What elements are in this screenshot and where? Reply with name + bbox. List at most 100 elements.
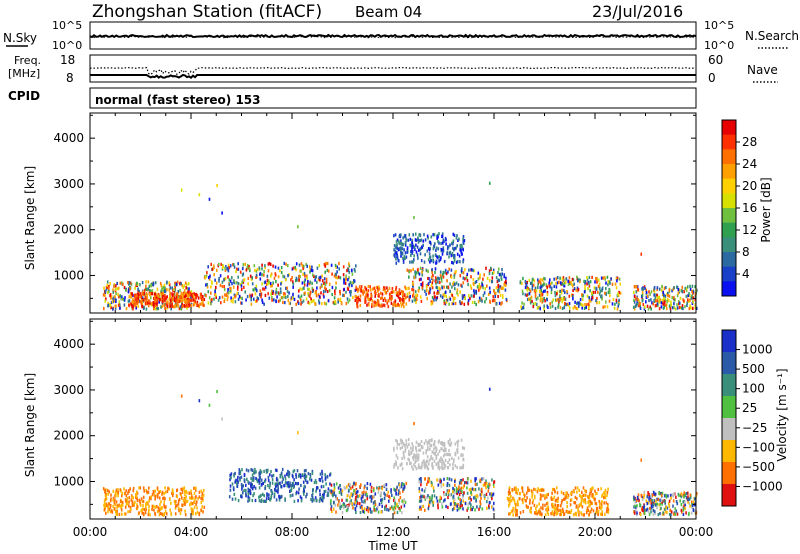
power-cell xyxy=(339,292,341,296)
velocity-cell xyxy=(345,509,348,513)
power-cell xyxy=(642,303,645,307)
power-cell xyxy=(263,269,265,274)
velocity-cell xyxy=(653,499,656,503)
power-cell xyxy=(650,290,653,294)
power-cell xyxy=(150,296,152,300)
velocity-cell xyxy=(449,463,451,467)
velocity-cell xyxy=(377,510,380,514)
velocity-cell xyxy=(417,453,420,457)
velocity-cell xyxy=(642,496,644,500)
velocity-cell xyxy=(645,499,648,503)
velocity-cell xyxy=(263,494,265,498)
power-cell xyxy=(191,295,194,299)
velocity-cell xyxy=(440,479,442,483)
power-cell xyxy=(575,288,578,292)
power-cell xyxy=(165,301,168,305)
power-colorbar-tick-label: 24 xyxy=(742,157,757,171)
velocity-cell xyxy=(200,497,202,501)
velocity-colorbar-tick-label: 100 xyxy=(742,382,765,396)
velocity-cell xyxy=(403,485,406,489)
power-cell xyxy=(147,287,150,291)
power-cell xyxy=(297,294,300,298)
power-cell xyxy=(610,277,612,281)
power-cell xyxy=(208,296,211,300)
power-cell xyxy=(256,296,259,300)
velocity-cell xyxy=(556,505,559,509)
power-cell xyxy=(172,293,175,297)
velocity-cell xyxy=(284,481,287,485)
power-cell xyxy=(213,273,215,277)
power-cell xyxy=(132,305,134,309)
velocity-cell xyxy=(388,499,390,503)
power-cell xyxy=(369,285,371,289)
power-cell xyxy=(358,285,361,289)
power-cell xyxy=(438,241,440,245)
velocity-cell xyxy=(402,482,404,486)
power-cell xyxy=(646,294,649,298)
power-cell xyxy=(408,233,411,237)
velocity-cell xyxy=(491,493,494,497)
power-cell xyxy=(309,270,311,274)
power-cell xyxy=(395,257,397,261)
power-cell xyxy=(669,306,672,310)
velocity-cell xyxy=(656,506,658,510)
velocity-cell xyxy=(688,501,691,506)
power-cell xyxy=(180,299,183,303)
power-cell xyxy=(125,288,127,293)
power-cell xyxy=(405,255,408,259)
power-cell xyxy=(402,302,404,306)
velocity-cell xyxy=(258,481,261,485)
power-cell xyxy=(133,299,135,303)
velocity-cell xyxy=(600,487,602,491)
velocity-cell xyxy=(556,511,559,515)
power-cell xyxy=(166,288,168,292)
power-cell xyxy=(301,287,303,291)
power-cell xyxy=(535,302,538,306)
power-cell xyxy=(368,303,370,307)
velocity-cell xyxy=(181,496,183,500)
velocity-cell xyxy=(190,491,192,495)
velocity-cell xyxy=(271,474,273,478)
power-cell xyxy=(567,282,570,286)
power-cell xyxy=(108,286,110,290)
power-cell xyxy=(426,285,428,289)
velocity-cell xyxy=(492,507,495,511)
power-cell xyxy=(356,304,358,308)
power-cell xyxy=(686,287,688,291)
velocity-cell xyxy=(515,486,517,490)
power-cell xyxy=(649,292,651,296)
velocity-cell xyxy=(163,492,165,496)
power-cell xyxy=(465,276,468,280)
power-cell xyxy=(404,243,407,247)
power-cell xyxy=(408,270,411,274)
station-title: Zhongshan Station (fitACF) xyxy=(92,2,322,22)
velocity-cell xyxy=(479,493,482,497)
power-cell xyxy=(658,299,661,304)
velocity-cell xyxy=(184,513,187,517)
velocity-cell xyxy=(142,503,144,508)
power-cell xyxy=(650,298,652,302)
power-cell xyxy=(614,302,616,306)
power-cell xyxy=(442,270,445,274)
velocity-cell xyxy=(650,494,652,499)
power-cell xyxy=(441,248,443,252)
velocity-cell xyxy=(385,504,387,508)
power-cell xyxy=(122,297,124,301)
velocity-cell xyxy=(650,497,652,501)
velocity-cell xyxy=(420,477,422,481)
power-cell xyxy=(359,298,362,302)
power-cell xyxy=(263,273,265,277)
velocity-cell xyxy=(595,502,598,506)
power-cell xyxy=(156,304,158,308)
velocity-cell xyxy=(413,455,415,459)
power-cell xyxy=(129,287,131,291)
velocity-cell xyxy=(670,496,672,500)
power-cell xyxy=(232,285,235,289)
power-cell xyxy=(556,281,559,285)
velocity-cell xyxy=(129,487,131,491)
velocity-cell xyxy=(428,504,430,508)
velocity-cell xyxy=(338,500,340,504)
power-cell xyxy=(572,288,574,292)
power-cell xyxy=(160,305,162,309)
power-cell xyxy=(461,267,463,271)
